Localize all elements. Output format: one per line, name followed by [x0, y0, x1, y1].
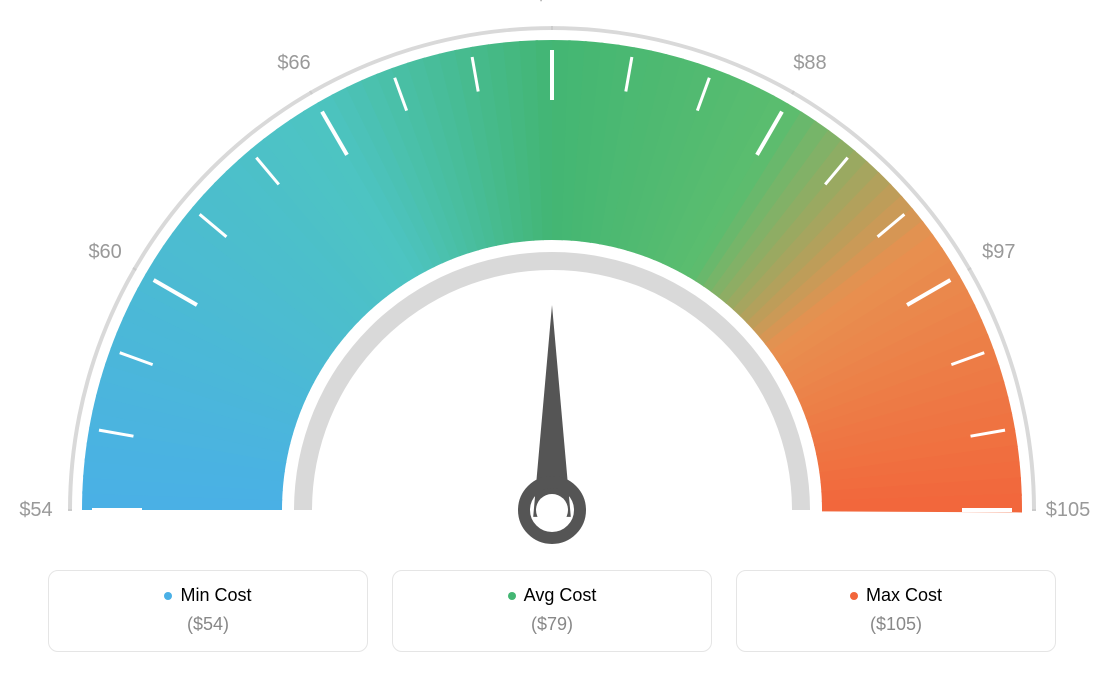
- dot-icon: [850, 592, 858, 600]
- gauge-tick-label: $54: [19, 499, 52, 521]
- gauge-chart: $54 $60 $66 $79 $88 $97 $105: [0, 0, 1104, 560]
- legend-value-min: ($54): [69, 614, 347, 635]
- legend-row: Min Cost ($54) Avg Cost ($79) Max Cost (…: [0, 570, 1104, 652]
- legend-card-min: Min Cost ($54): [48, 570, 368, 652]
- gauge-tick-label: $105: [1046, 499, 1091, 521]
- gauge-tick-label: $88: [793, 52, 826, 74]
- legend-value-avg: ($79): [413, 614, 691, 635]
- gauge-tick-label: $60: [88, 241, 121, 263]
- dot-icon: [164, 592, 172, 600]
- legend-title-max: Max Cost: [850, 585, 942, 606]
- gauge-tick-label: $66: [277, 52, 310, 74]
- gauge-svg: $54 $60 $66 $79 $88 $97 $105: [0, 0, 1104, 560]
- legend-card-avg: Avg Cost ($79): [392, 570, 712, 652]
- legend-title-avg: Avg Cost: [508, 585, 597, 606]
- gauge-tick-label: $79: [535, 0, 568, 5]
- dot-icon: [508, 592, 516, 600]
- legend-label-max: Max Cost: [866, 585, 942, 606]
- legend-value-max: ($105): [757, 614, 1035, 635]
- legend-label-min: Min Cost: [180, 585, 251, 606]
- legend-card-max: Max Cost ($105): [736, 570, 1056, 652]
- legend-label-avg: Avg Cost: [524, 585, 597, 606]
- gauge-tick-label: $97: [982, 241, 1015, 263]
- legend-title-min: Min Cost: [164, 585, 251, 606]
